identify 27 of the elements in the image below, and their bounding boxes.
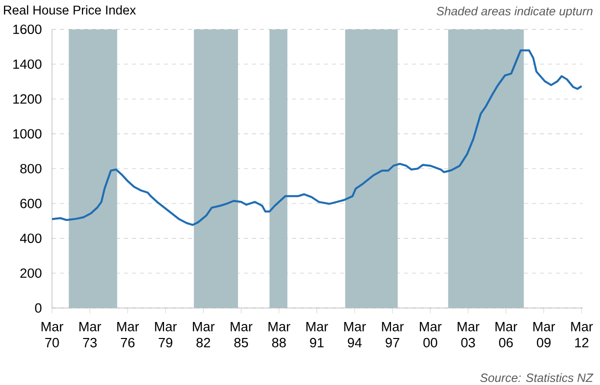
source-note: Source: Statistics NZ [480,373,594,382]
x-tick-label: Mar 79 [155,322,177,348]
y-tick-label: 0 [35,303,42,313]
x-tick-label: Mar 97 [382,322,404,348]
x-tick-label: Mar 73 [79,322,102,348]
y-tick-label: 1200 [13,94,42,104]
y-tick-label: 1400 [13,59,42,69]
x-tick-label: Mar 09 [533,322,556,348]
x-tick-label: Mar 88 [268,322,290,348]
x-tick-label: Mar 12 [571,322,593,348]
x-tick-label: Mar 76 [117,322,139,348]
y-tick-label: 200 [20,268,42,278]
x-tick-label: Mar 06 [496,322,518,348]
y-tick-label: 1000 [13,129,42,139]
x-tick-label: Mar 03 [458,322,480,348]
x-tick-label: Mar 94 [344,322,366,348]
chart-title: Real House Price Index [4,5,136,15]
y-tick-label: 1600 [13,24,42,34]
y-tick-label: 400 [20,234,42,244]
y-tick-label: 800 [20,164,42,174]
text: Shaded areas indicate upturn [436,6,592,18]
x-tick-label: Mar 85 [230,322,252,348]
x-tick-label: Mar 91 [306,322,328,348]
x-tick-label: Mar 00 [420,322,442,348]
y-tick-label: 600 [20,198,42,208]
x-tick-label: Mar 82 [192,322,215,348]
x-tick-label: Mar 70 [42,322,64,348]
